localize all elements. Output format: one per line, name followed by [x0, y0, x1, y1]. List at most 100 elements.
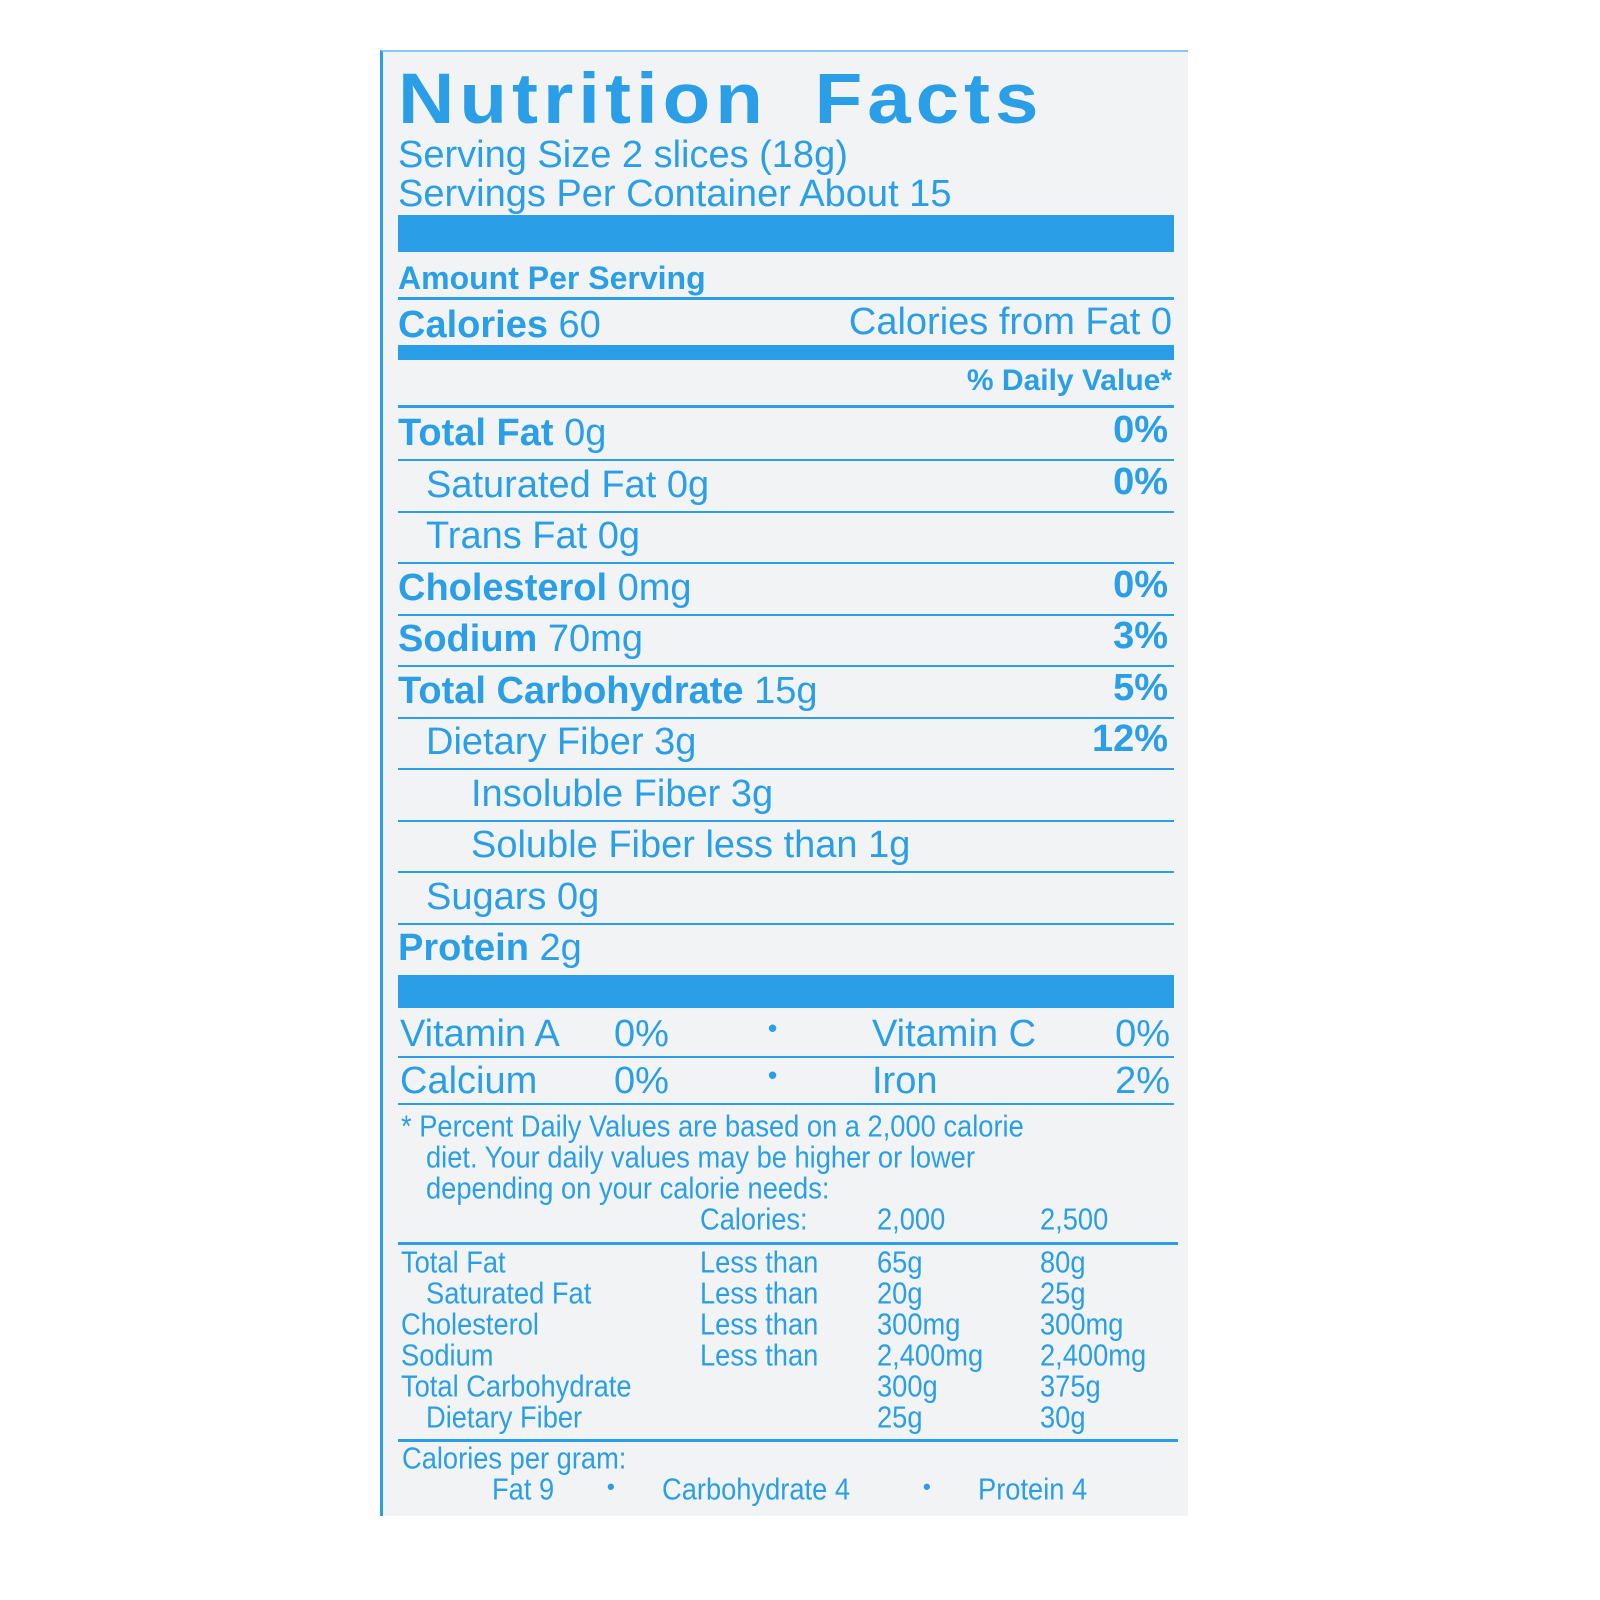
footnote-line: depending on your calorie needs: — [426, 1170, 830, 1206]
nutrient-daily-value: 0% — [1113, 409, 1168, 451]
nutrient-row: Total Fat 0g — [398, 414, 606, 452]
nutrition-label — [380, 50, 1188, 1516]
reference-value-2500: 2,400mg — [1040, 1337, 1147, 1373]
serving-size: Serving Size 2 slices (18g) — [398, 134, 848, 176]
reference-value-2500: 375g — [1040, 1368, 1101, 1404]
amount-per-serving: Amount Per Serving — [398, 260, 706, 296]
nutrient-name: Protein — [398, 927, 529, 969]
calories-value: 60 — [558, 304, 601, 346]
divider — [398, 922, 1174, 925]
vitamin-value: 2% — [1115, 1060, 1170, 1102]
divider — [398, 1242, 1178, 1245]
vitamin-value: 0% — [1115, 1013, 1170, 1055]
nutrient-amount: 0g — [564, 412, 607, 454]
vitamin-value: 0% — [614, 1060, 669, 1102]
nutrient-name: Sugars — [426, 875, 547, 918]
nutrient-name: Sodium — [398, 618, 538, 660]
nutrient-daily-value: 0% — [1113, 563, 1168, 606]
nutrient-row: Soluble Fiber less than 1g — [471, 826, 910, 864]
vitamin-name: Iron — [872, 1060, 938, 1102]
divider — [398, 459, 1174, 461]
thick-divider — [398, 975, 1174, 1008]
nutrient-row: Insoluble Fiber 3g — [471, 775, 773, 813]
nutrient-row: Saturated Fat 0g — [426, 466, 709, 504]
footnote-line: * Percent Daily Values are based on a 2,… — [401, 1108, 1024, 1144]
nutrient-row: Total Carbohydrate 15g — [398, 672, 818, 710]
nutrient-row: Cholesterol 0mg — [398, 569, 692, 607]
reference-nutrient: Sodium — [401, 1337, 494, 1373]
divider — [398, 297, 1174, 300]
bullet-separator: • — [923, 1474, 931, 1499]
reference-header: 2,000 — [877, 1201, 946, 1237]
nutrient-name: Trans Fat — [426, 515, 588, 557]
thick-divider — [398, 215, 1174, 252]
nutrient-name: Dietary Fiber — [426, 721, 644, 763]
reference-qualifier: Less than — [700, 1244, 819, 1280]
nutrient-amount: less than 1g — [705, 824, 911, 866]
divider — [398, 1439, 1178, 1442]
footnote-line: diet. Your daily values may be higher or… — [426, 1139, 975, 1175]
vitamin-name: Vitamin A — [400, 1013, 560, 1055]
nutrient-daily-value: 5% — [1113, 666, 1168, 709]
reference-qualifier: Less than — [700, 1306, 819, 1342]
reference-value-2500: 300mg — [1040, 1306, 1124, 1342]
reference-nutrient: Dietary Fiber — [426, 1399, 583, 1435]
reference-value-2000: 20g — [877, 1275, 923, 1311]
reference-value-2000: 300mg — [877, 1306, 961, 1342]
title: Nutrition Facts — [398, 57, 1044, 139]
nutrient-amount: 2g — [539, 927, 582, 969]
nutrient-name: Total Carbohydrate — [398, 669, 744, 712]
nutrient-daily-value: 12% — [1091, 718, 1168, 760]
reference-header: 2,500 — [1040, 1201, 1109, 1237]
vitamin-name: Vitamin C — [872, 1013, 1037, 1055]
reference-nutrient: Total Carbohydrate — [401, 1368, 632, 1404]
nutrient-row: Trans Fat 0g — [426, 517, 640, 555]
reference-value-2500: 80g — [1040, 1244, 1086, 1280]
reference-header: Calories: — [700, 1201, 808, 1237]
nutrient-amount: 0mg — [617, 566, 692, 609]
reference-value-2000: 300g — [877, 1368, 938, 1404]
calories-per-gram-item: Carbohydrate 4 — [662, 1471, 851, 1507]
nutrient-name: Saturated Fat — [426, 463, 657, 506]
nutrient-amount: 0g — [556, 875, 600, 918]
calories-row: Calories 60 — [398, 306, 601, 344]
reference-nutrient: Total Fat — [401, 1244, 506, 1280]
nutrient-amount: 0g — [597, 515, 641, 557]
nutrient-daily-value: 0% — [1113, 460, 1168, 503]
nutrient-name: Soluble Fiber — [471, 824, 695, 866]
divider — [398, 819, 1174, 822]
reference-value-2000: 2,400mg — [877, 1337, 984, 1373]
divider — [398, 405, 1174, 408]
nutrient-amount: 70mg — [547, 618, 643, 660]
divider — [398, 510, 1174, 513]
bullet-separator: • — [607, 1474, 615, 1499]
nutrient-amount: 0g — [666, 463, 710, 506]
reference-nutrient: Saturated Fat — [426, 1275, 592, 1311]
divider — [398, 1056, 1174, 1058]
nutrient-row: Dietary Fiber 3g — [426, 723, 696, 761]
divider — [398, 562, 1174, 564]
divider — [398, 665, 1174, 667]
nutrient-amount: 3g — [730, 772, 774, 815]
divider — [398, 613, 1174, 616]
vitamin-value: 0% — [614, 1013, 669, 1055]
medium-divider — [398, 345, 1174, 360]
reference-nutrient: Cholesterol — [401, 1306, 539, 1342]
servings-per-container: Servings Per Container About 15 — [398, 173, 952, 215]
nutrient-row: Protein 2g — [398, 929, 582, 967]
divider — [398, 716, 1174, 719]
daily-value-header: % Daily Value* — [966, 364, 1172, 397]
reference-value-2000: 65g — [877, 1244, 923, 1280]
divider — [398, 1103, 1174, 1105]
nutrient-name: Cholesterol — [398, 566, 608, 609]
nutrient-name: Total Fat — [398, 412, 554, 454]
nutrient-row: Sugars 0g — [426, 878, 599, 916]
divider — [398, 871, 1174, 873]
calories-from-fat: Calories from Fat 0 — [848, 301, 1172, 343]
calories-per-gram-item: Protein 4 — [978, 1471, 1088, 1507]
nutrient-amount: 3g — [654, 721, 697, 763]
calories-label: Calories — [398, 304, 548, 346]
bullet-separator: • — [768, 1013, 778, 1043]
nutrient-row: Sodium 70mg — [398, 620, 643, 658]
nutrient-amount: 15g — [754, 669, 818, 712]
